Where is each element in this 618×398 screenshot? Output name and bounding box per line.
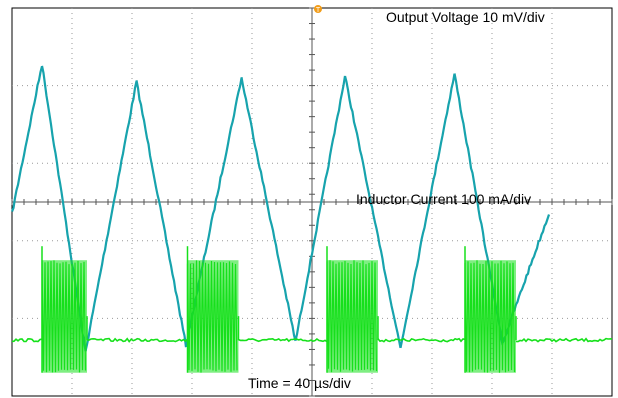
voltage-trace-segment: [240, 77, 297, 342]
voltage-trace-segment: [84, 81, 138, 352]
voltage-trace-segment: [343, 75, 402, 349]
grid: [11, 7, 613, 397]
current-burst-edges: [41, 260, 87, 373]
voltage-trace-segment: [135, 80, 188, 348]
current-baseline-segment: [238, 337, 328, 343]
current-trace: [11, 246, 613, 373]
current-burst-edges: [326, 260, 378, 373]
current-burst-edges: [186, 260, 238, 373]
current-scale-label: Inductor Current 100 mA/div: [356, 191, 531, 207]
current-baseline-segment: [377, 337, 466, 343]
current-baseline-segment: [11, 337, 43, 343]
voltage-trace: [10, 65, 551, 352]
voltage-trace-segment: [10, 66, 44, 213]
voltage-trace-segment: [399, 73, 456, 349]
current-burst-edges: [464, 260, 516, 373]
current-baseline-segment: [86, 337, 189, 343]
time-scale-label: Time = 40 µs/div: [248, 375, 351, 391]
voltage-trace-segment: [294, 75, 347, 341]
voltage-scale-label: Output Voltage 10 mV/div: [386, 9, 545, 25]
current-baseline-segment: [515, 337, 613, 343]
trigger-marker: T: [314, 5, 322, 14]
svg-text:T: T: [316, 7, 321, 14]
